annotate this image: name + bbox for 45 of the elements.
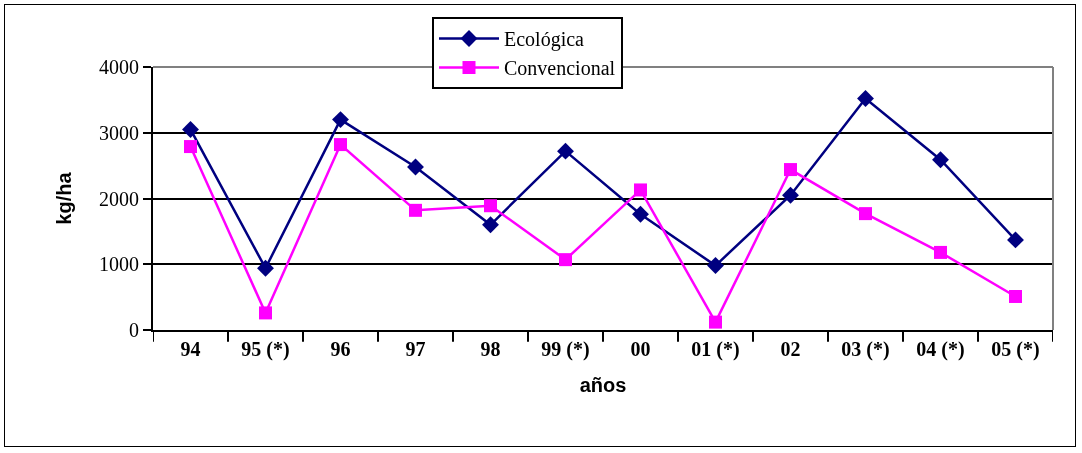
point <box>407 158 424 176</box>
x-tick-label: 97 <box>405 338 426 360</box>
point <box>707 257 724 275</box>
y-tick-label: 0 <box>129 319 139 341</box>
point <box>484 199 497 213</box>
legend-label: Ecológica <box>504 28 585 52</box>
x-axis-title: años <box>579 374 627 396</box>
y-tick-label: 3000 <box>99 121 139 144</box>
point <box>634 183 647 197</box>
point <box>1007 231 1024 249</box>
x-tick-label: 02 <box>780 338 801 360</box>
y-axis-title: kg/ha <box>53 171 75 225</box>
x-tick-label: 98 <box>480 338 501 360</box>
y-tick-label: 4000 <box>99 56 139 78</box>
point <box>184 140 197 154</box>
x-tick-label: 00 <box>630 338 651 360</box>
x-tick-label: 99 (*) <box>541 338 590 361</box>
x-tick-label: 96 <box>330 338 351 360</box>
point <box>557 142 574 160</box>
x-tick-label: 95 (*) <box>241 338 290 361</box>
point <box>332 111 349 129</box>
point <box>257 259 274 277</box>
point <box>934 245 947 259</box>
point <box>409 203 422 217</box>
x-tick-label: 94 <box>180 338 201 360</box>
point <box>482 216 499 234</box>
point <box>182 121 199 138</box>
x-tick-label: 03 (*) <box>841 338 890 361</box>
point <box>259 306 272 320</box>
point <box>632 205 649 223</box>
y-tick-label: 2000 <box>99 187 139 210</box>
point <box>784 163 797 177</box>
point <box>782 186 799 204</box>
x-tick-label: 04 (*) <box>916 338 965 361</box>
point <box>709 315 722 329</box>
point <box>857 90 874 108</box>
point <box>932 151 949 169</box>
point <box>1009 289 1022 303</box>
x-tick-label: 01 (*) <box>691 338 740 361</box>
legend-label: Convencional <box>504 57 616 80</box>
point <box>559 253 572 267</box>
y-tick-label: 1000 <box>99 253 139 276</box>
point <box>334 138 347 152</box>
x-tick-label: 05 (*) <box>991 338 1040 361</box>
point <box>859 207 872 221</box>
